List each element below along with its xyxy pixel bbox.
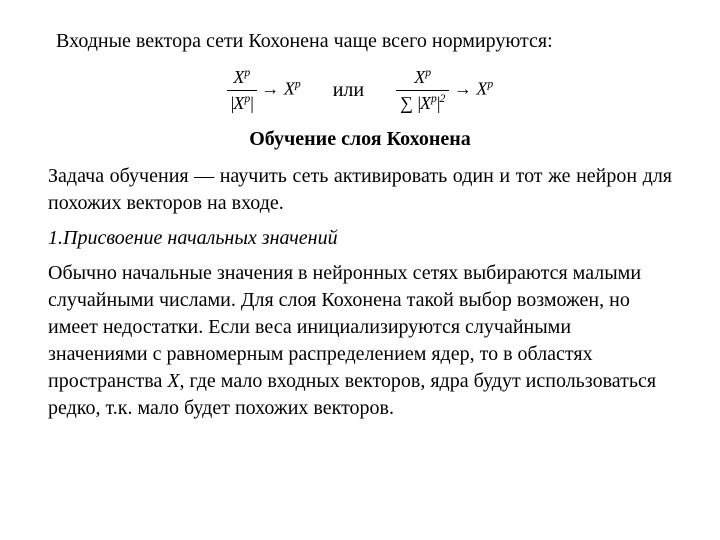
section-heading: Обучение слоя Кохонена (48, 128, 672, 151)
or-word: или (333, 79, 364, 102)
document-page: Входные вектора сети Кохонена чаще всего… (0, 0, 720, 452)
formula-right: Xp ∑ |Xp|2 → Xp (396, 67, 493, 114)
bar-close: | (250, 93, 253, 113)
sup-p3: p (295, 77, 301, 90)
Xp-den2: X (420, 93, 431, 113)
paragraph-initial: Обычно начальные значения в нейронных се… (48, 260, 672, 422)
intro-text: Входные вектора сети Кохонена чаще всего… (56, 28, 672, 55)
X-rhs-left: X (284, 78, 295, 98)
fraction-right: Xp ∑ |Xp|2 (396, 67, 449, 114)
Xp-num: X (233, 67, 244, 87)
formula-row: Xp |Xp| → Xp или Xp ∑ |Xp|2 → Xp (48, 67, 672, 114)
step-1-title: 1.Присвоение начальных значений (48, 227, 672, 250)
arrow-left: → (261, 78, 279, 98)
Xp-den: X (233, 93, 244, 113)
formula-left: Xp |Xp| → Xp (227, 67, 301, 114)
sum-sign: ∑ (400, 93, 413, 113)
X-rhs-right: X (476, 78, 487, 98)
paragraph-task: Задача обучения — научить сеть активиров… (48, 163, 672, 217)
italic-X: X (167, 370, 179, 392)
sup-p: p (244, 66, 250, 79)
sup-p6: p (487, 77, 493, 90)
sup-p4: p (425, 66, 431, 79)
Xp-num2: X (414, 67, 425, 87)
sup-2: 2 (440, 92, 446, 105)
arrow-right: → (454, 78, 472, 98)
fraction-left: Xp |Xp| (227, 67, 257, 114)
